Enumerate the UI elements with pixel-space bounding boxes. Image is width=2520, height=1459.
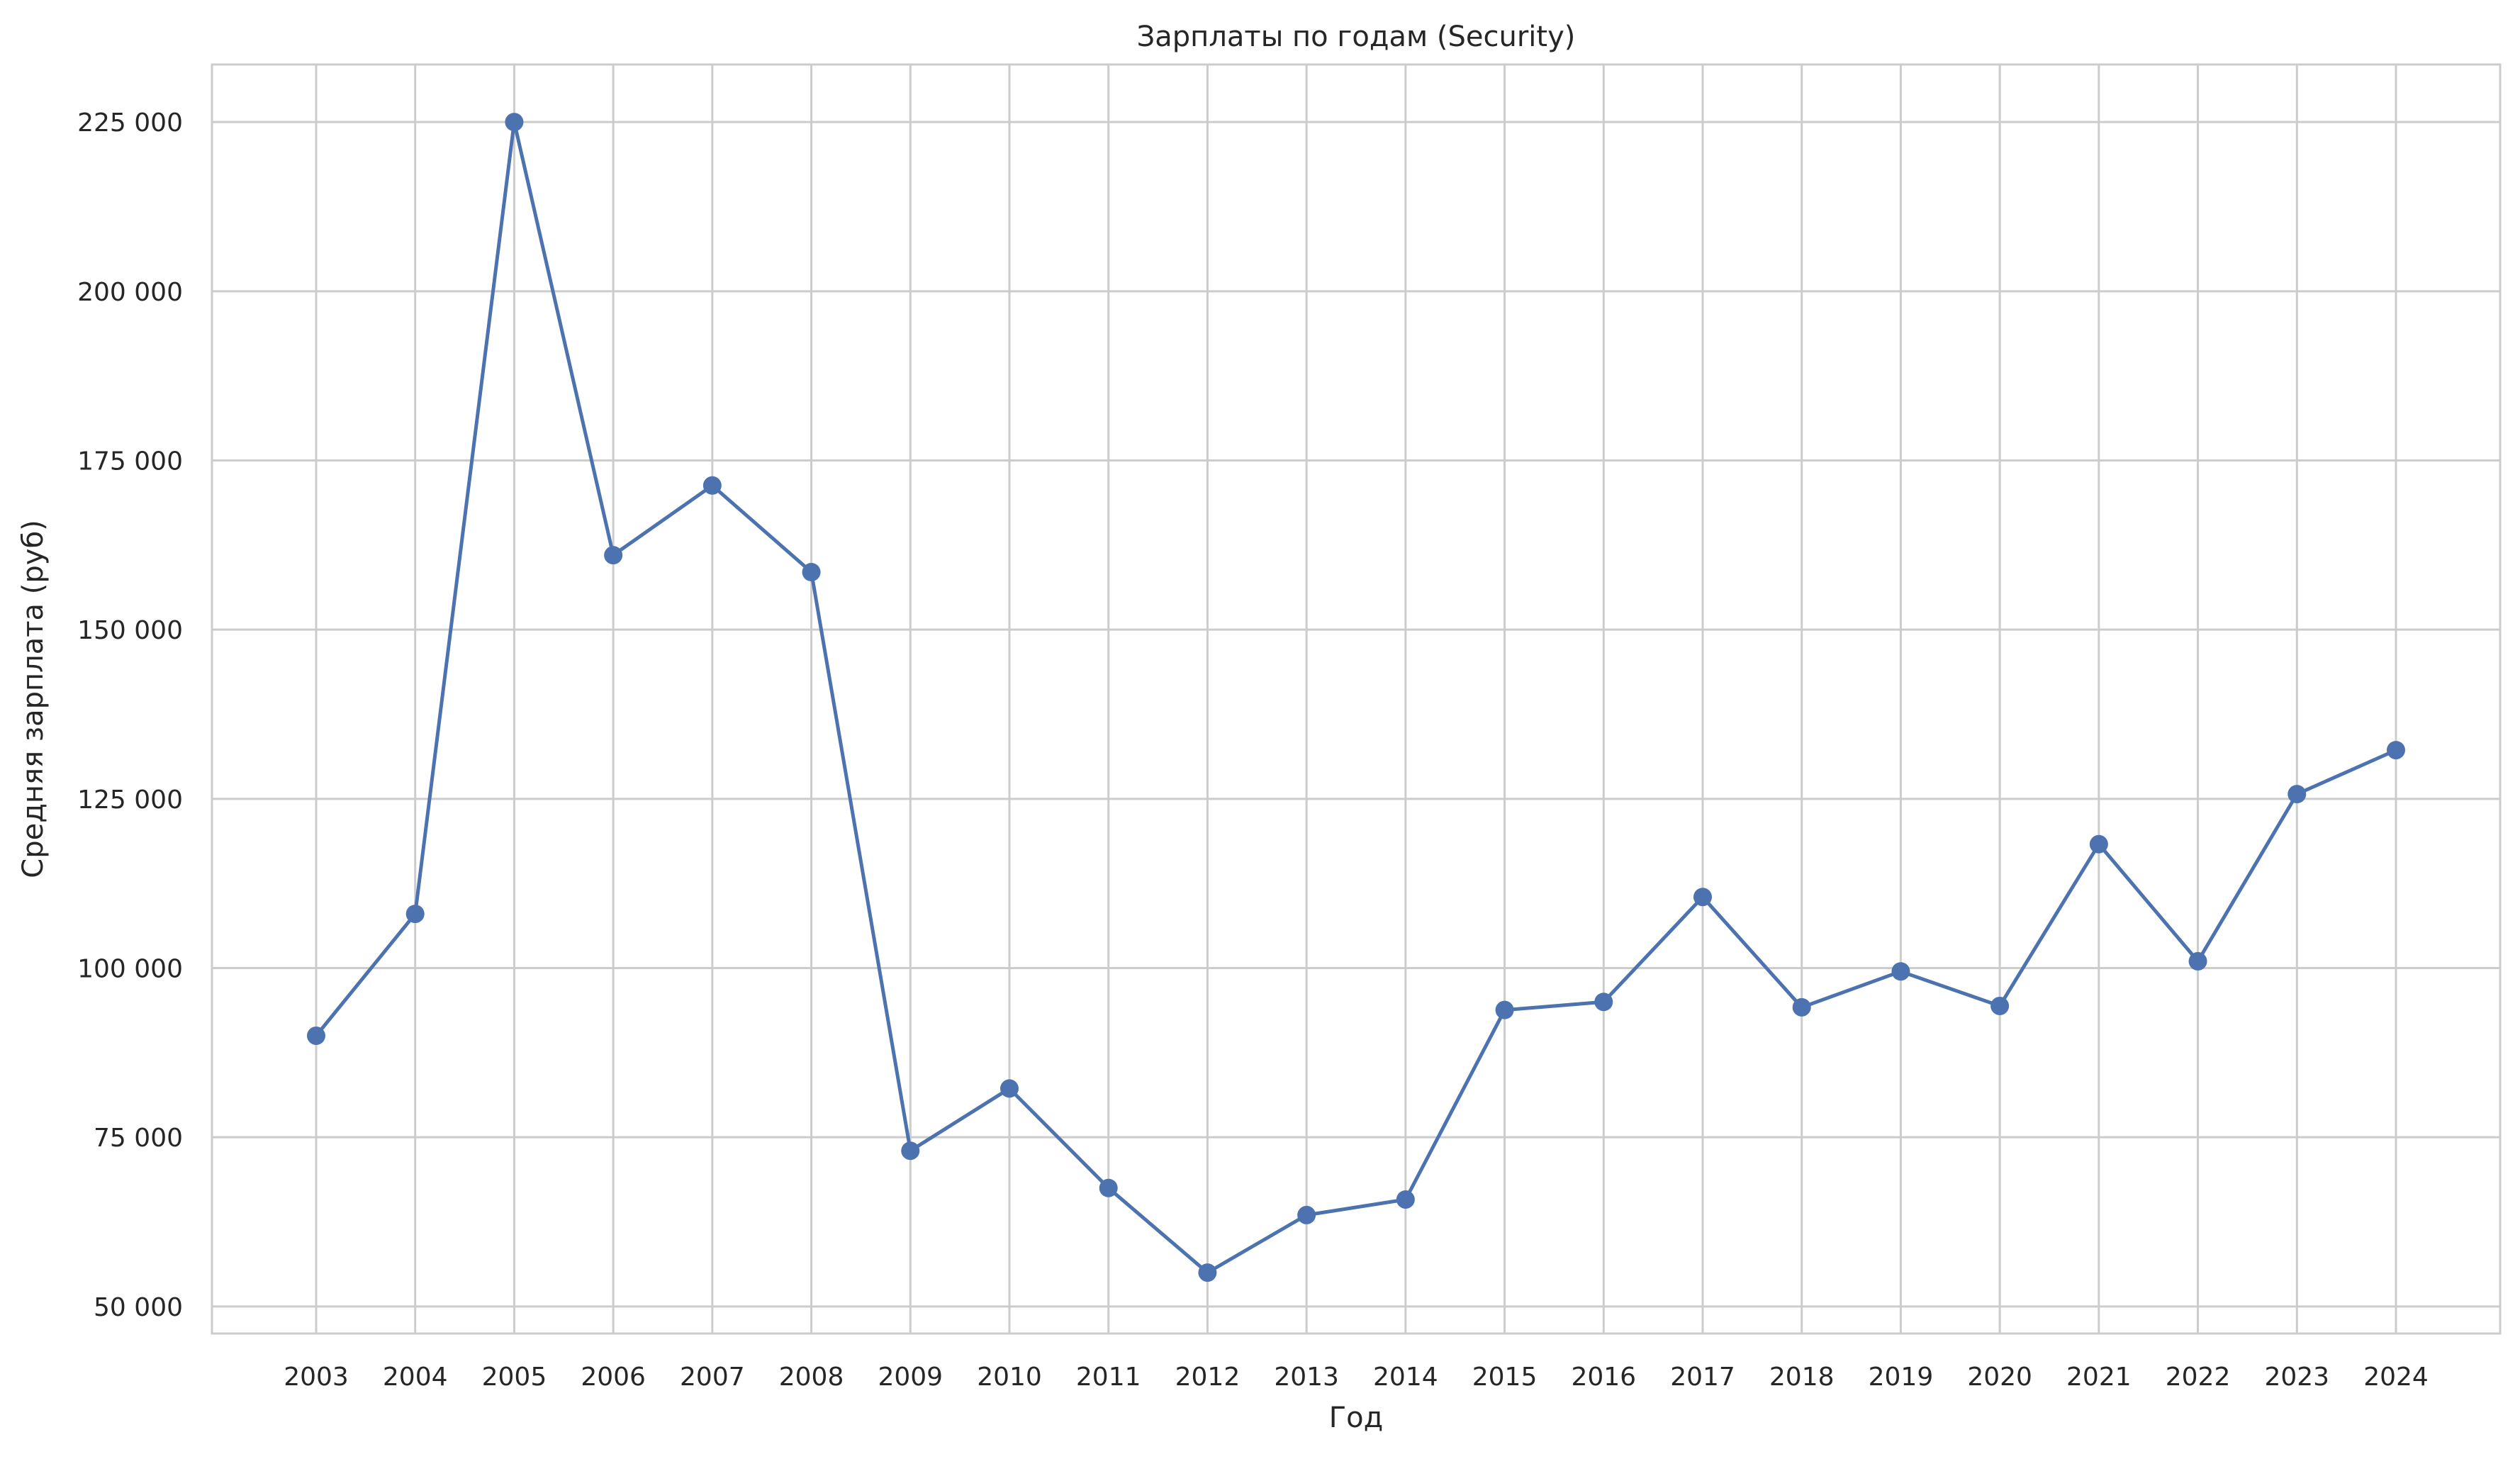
- data-point: [1198, 1263, 1217, 1282]
- x-tick-label: 2023: [2264, 1363, 2329, 1392]
- data-point: [901, 1141, 920, 1161]
- data-point: [1594, 993, 1613, 1012]
- data-point: [1792, 997, 1811, 1017]
- plot-frame: [211, 63, 2502, 1335]
- data-point: [1891, 962, 1910, 981]
- x-tick-label: 2008: [779, 1363, 844, 1392]
- x-tick-label: 2006: [581, 1363, 646, 1392]
- data-point: [604, 546, 623, 565]
- x-tick-label: 2015: [1472, 1363, 1538, 1392]
- x-tick-label: 2012: [1175, 1363, 1241, 1392]
- data-point: [1099, 1178, 1118, 1197]
- grid: [212, 65, 2500, 1334]
- series-line: [314, 120, 2398, 1275]
- data-point: [307, 1026, 325, 1045]
- y-tick-label: 50 000: [94, 1293, 183, 1322]
- x-tick-label: 2022: [2166, 1363, 2231, 1392]
- series-layer: [307, 113, 2405, 1282]
- data-point: [2188, 951, 2207, 971]
- y-axis-ticks: 50 000 75 000 100 000 125 000 150 000 175 000…: [77, 108, 183, 1322]
- data-point: [505, 113, 524, 132]
- x-tick-label: 2007: [680, 1363, 745, 1392]
- data-point: [1693, 888, 1712, 907]
- x-tick-label: 2013: [1274, 1363, 1339, 1392]
- x-tick-label: 2024: [2363, 1363, 2429, 1392]
- x-tick-label: 2011: [1076, 1363, 1141, 1392]
- y-tick-label: 225 000: [77, 108, 183, 138]
- data-point: [2089, 834, 2108, 854]
- y-tick-label: 100 000: [77, 954, 183, 983]
- data-point: [2287, 785, 2307, 804]
- y-axis-label: Средняя зарплата (руб): [17, 520, 50, 878]
- x-axis-label: Год: [1329, 1402, 1384, 1434]
- data-point: [2387, 741, 2405, 760]
- y-tick-label: 175 000: [77, 447, 183, 476]
- data-point: [405, 905, 425, 924]
- x-tick-label: 2018: [1769, 1363, 1835, 1392]
- x-tick-label: 2014: [1373, 1363, 1438, 1392]
- data-point: [1396, 1190, 1415, 1209]
- chart-title: Зарплаты по годам (Security): [1137, 21, 1576, 53]
- x-tick-label: 2021: [2066, 1363, 2132, 1392]
- x-axis-ticks: 2003 2004 2005 2006 2007 2008 2009 2010 2011 2012…: [284, 1363, 2429, 1392]
- x-tick-label: 2009: [878, 1363, 943, 1392]
- x-tick-label: 2017: [1670, 1363, 1735, 1392]
- y-tick-label: 200 000: [77, 278, 183, 307]
- x-tick-label: 2010: [977, 1363, 1042, 1392]
- data-point: [1990, 996, 2010, 1015]
- x-tick-label: 2004: [383, 1363, 448, 1392]
- data-point: [802, 563, 821, 581]
- y-tick-label: 150 000: [77, 616, 183, 645]
- data-point: [1495, 1000, 1514, 1019]
- x-tick-label: 2005: [482, 1363, 547, 1392]
- data-point: [1000, 1079, 1019, 1098]
- x-tick-label: 2016: [1571, 1363, 1636, 1392]
- x-tick-label: 2019: [1869, 1363, 1934, 1392]
- data-point: [1297, 1205, 1316, 1224]
- x-tick-label: 2003: [284, 1363, 349, 1392]
- x-tick-label: 2020: [1967, 1363, 2032, 1392]
- y-tick-label: 125 000: [77, 786, 183, 815]
- data-point: [702, 476, 722, 495]
- y-tick-label: 75 000: [94, 1124, 183, 1153]
